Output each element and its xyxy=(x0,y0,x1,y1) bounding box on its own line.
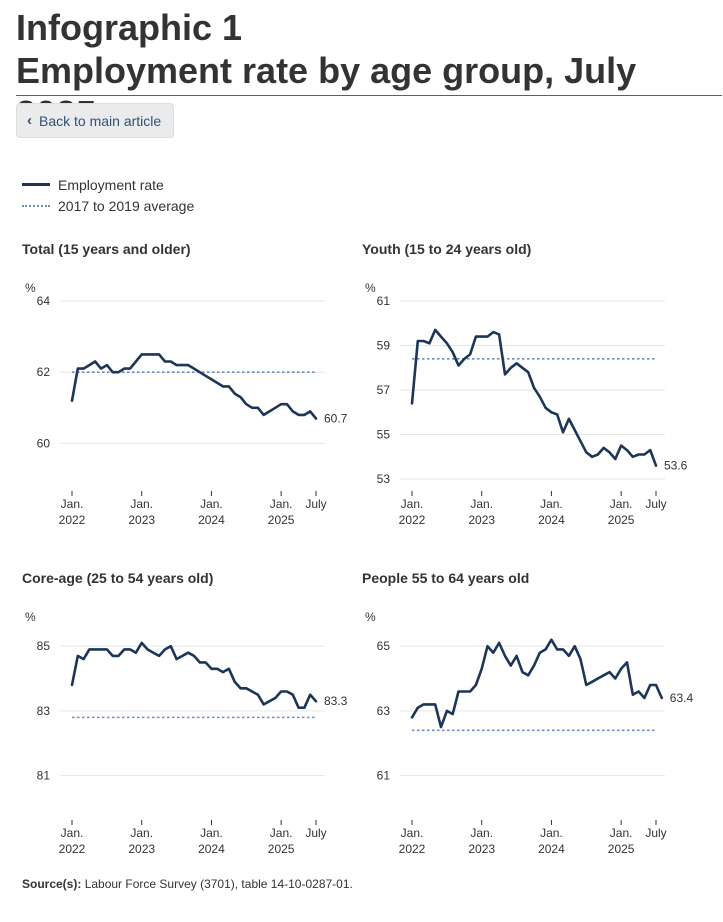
x-tick-year-label: 2023 xyxy=(468,513,495,527)
y-tick-label: 60 xyxy=(37,436,51,450)
employment-rate-line xyxy=(70,641,318,709)
x-tick-year-label: 2022 xyxy=(59,842,86,856)
x-tick-year-label: 2024 xyxy=(538,842,565,856)
y-tick-label: 85 xyxy=(37,639,51,653)
title-line-2: Employment rate by age group, July 2025 xyxy=(16,50,637,134)
x-tick-label: Jan. xyxy=(401,497,424,511)
y-tick-label: 55 xyxy=(377,428,391,442)
employment-rate-line xyxy=(410,638,664,729)
y-axis-unit-label: % xyxy=(365,281,376,295)
y-tick-label: 61 xyxy=(377,769,391,783)
y-axis-unit-label: % xyxy=(365,610,376,624)
title-line-1: Infographic 1 xyxy=(16,7,243,48)
y-axis-unit-label: % xyxy=(25,610,36,624)
legend-item-average: 2017 to 2019 average xyxy=(22,195,194,216)
x-tick-label: Jan. xyxy=(270,826,293,840)
chart-people-55-64: People 55 to 64 years old% 61 63 65 63.4 Jan.… xyxy=(362,570,694,856)
x-tick-label: Jan. xyxy=(610,497,633,511)
end-value-label: 60.7 xyxy=(324,411,348,425)
chart-title: Total (15 years and older) xyxy=(22,241,191,257)
x-tick-year-label: 2025 xyxy=(608,513,635,527)
source-text: Labour Force Survey (3701), table 14-10-… xyxy=(84,877,353,891)
x-tick-label: Jan. xyxy=(470,826,493,840)
x-tick-year-label: 2024 xyxy=(198,842,225,856)
x-tick-label: Jan. xyxy=(540,826,563,840)
x-tick-label: Jan. xyxy=(270,497,293,511)
chart-title: Core-age (25 to 54 years old) xyxy=(22,570,213,586)
legend-solid-line-swatch xyxy=(22,183,50,186)
x-tick-label: Jan. xyxy=(130,826,153,840)
x-tick-label: Jan. xyxy=(200,497,223,511)
employment-rate-line xyxy=(410,328,658,467)
chart-core-age: Core-age (25 to 54 years old)% 81 83 85 83.3… xyxy=(22,570,348,856)
chevron-left-icon: ‹ xyxy=(27,112,32,129)
end-value-label: 53.6 xyxy=(664,459,688,473)
x-tick-label: Jan. xyxy=(610,826,633,840)
legend-dotted-line-swatch xyxy=(22,204,50,207)
y-tick-label: 81 xyxy=(37,769,51,783)
y-tick-label: 83 xyxy=(37,704,51,718)
x-tick-label: Jan. xyxy=(540,497,563,511)
chart-title: People 55 to 64 years old xyxy=(362,570,529,586)
title-rule xyxy=(16,95,722,96)
x-tick-label: July xyxy=(305,826,326,840)
y-tick-label: 64 xyxy=(37,294,51,308)
x-tick-label: July xyxy=(645,497,666,511)
x-tick-label: Jan. xyxy=(61,497,84,511)
x-tick-label: July xyxy=(305,497,326,511)
legend-item-employment-rate: Employment rate xyxy=(22,174,194,195)
source-note: Source(s): Labour Force Survey (3701), t… xyxy=(22,877,353,891)
y-tick-label: 57 xyxy=(377,383,391,397)
chart-total: Total (15 years and older)% 60 62 64 60.7 Jan… xyxy=(22,241,348,527)
x-tick-label: Jan. xyxy=(470,497,493,511)
end-value-label: 63.4 xyxy=(670,691,694,705)
back-button-label: Back to main article xyxy=(39,112,162,129)
page-title: Infographic 1 Employment rate by age gro… xyxy=(16,6,723,135)
x-tick-year-label: 2024 xyxy=(198,513,225,527)
x-tick-year-label: 2022 xyxy=(399,842,426,856)
x-tick-year-label: 2025 xyxy=(268,513,295,527)
source-label: Source(s): xyxy=(22,877,82,891)
y-tick-label: 65 xyxy=(377,639,391,653)
x-tick-year-label: 2025 xyxy=(268,842,295,856)
legend-employment-rate-label: Employment rate xyxy=(58,176,164,193)
y-tick-label: 53 xyxy=(377,472,391,486)
chart-title: Youth (15 to 24 years old) xyxy=(362,241,531,257)
y-tick-label: 61 xyxy=(377,294,391,308)
legend: Employment rate 2017 to 2019 average xyxy=(22,174,194,216)
y-tick-label: 63 xyxy=(377,704,391,718)
y-tick-label: 62 xyxy=(37,365,51,379)
x-tick-label: Jan. xyxy=(200,826,223,840)
x-tick-label: Jan. xyxy=(61,826,84,840)
x-tick-year-label: 2023 xyxy=(128,513,155,527)
x-tick-label: Jan. xyxy=(130,497,153,511)
employment-rate-line xyxy=(70,353,318,420)
legend-average-label: 2017 to 2019 average xyxy=(58,197,195,214)
end-value-label: 83.3 xyxy=(324,694,348,708)
x-tick-year-label: 2022 xyxy=(399,513,426,527)
x-tick-label: July xyxy=(645,826,666,840)
x-tick-label: Jan. xyxy=(401,826,424,840)
x-tick-year-label: 2022 xyxy=(59,513,86,527)
x-tick-year-label: 2023 xyxy=(468,842,495,856)
y-axis-unit-label: % xyxy=(25,281,36,295)
chart-youth: Youth (15 to 24 years old)% 53 55 57 59 61 53.… xyxy=(362,241,688,527)
x-tick-year-label: 2023 xyxy=(128,842,155,856)
y-tick-label: 59 xyxy=(377,339,391,353)
back-to-main-article-button[interactable]: ‹ Back to main article xyxy=(16,103,174,138)
x-tick-year-label: 2025 xyxy=(608,842,635,856)
x-tick-year-label: 2024 xyxy=(538,513,565,527)
